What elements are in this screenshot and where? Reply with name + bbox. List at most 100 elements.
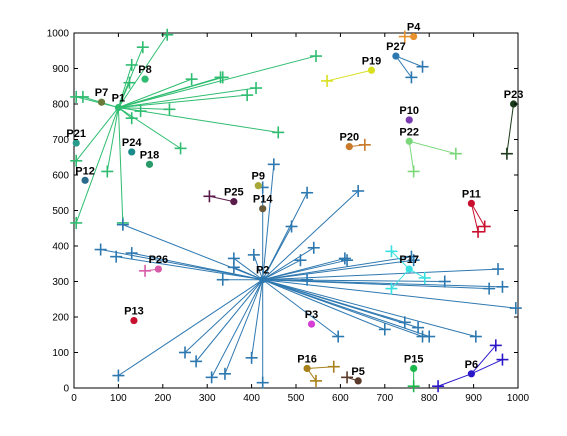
connection-line	[471, 345, 497, 375]
point-p22	[405, 137, 413, 145]
target-plus-marker	[94, 243, 107, 256]
point-labels: P1 P2 P3 P4 P5 P6 P7 P8 P9 P10 P11 P12 P13 P14 P15 P16 P…	[66, 22, 523, 378]
point-p17	[405, 265, 413, 273]
connection-line	[117, 82, 130, 108]
target-plus-marker	[358, 138, 371, 151]
label-p9: P9	[252, 171, 265, 183]
target-plus-marker	[205, 371, 218, 384]
target-plus-marker	[332, 330, 345, 343]
x-tick-label: 300	[199, 393, 216, 404]
connection-line	[262, 259, 301, 281]
target-plus-marker	[483, 282, 496, 295]
point-p6	[467, 370, 475, 378]
point-p10	[405, 116, 413, 124]
label-p4: P4	[407, 22, 421, 34]
label-p27: P27	[386, 41, 406, 53]
target-plus-marker	[125, 58, 138, 71]
target-plus-marker	[472, 225, 485, 238]
label-p24: P24	[122, 137, 142, 149]
label-p23: P23	[504, 89, 524, 101]
target-plus-marker	[509, 302, 522, 315]
target-plus-marker	[407, 254, 420, 267]
x-tick-label: 800	[421, 393, 438, 404]
point-p16	[303, 364, 311, 373]
x-tick-label: 500	[288, 393, 305, 404]
connection-line	[211, 279, 264, 378]
target-plus-marker	[307, 241, 320, 254]
target-plus-marker	[134, 105, 147, 118]
target-plus-marker	[294, 254, 307, 267]
y-tick-label: 0	[63, 384, 69, 395]
connection-line	[506, 103, 515, 154]
y-tick-label: 600	[52, 171, 69, 182]
connection-line	[395, 55, 412, 78]
point-p2	[259, 276, 267, 284]
point-p15	[410, 364, 418, 373]
connection-line	[251, 279, 264, 358]
connection-line	[195, 279, 264, 362]
connection-line	[117, 107, 124, 223]
target-markers	[70, 28, 522, 393]
x-tick-label: 0	[71, 393, 77, 404]
label-p21: P21	[66, 128, 86, 140]
connection-line	[262, 256, 412, 281]
label-p8: P8	[138, 64, 151, 76]
target-plus-marker	[267, 158, 280, 171]
connection-line	[184, 279, 264, 353]
label-p25: P25	[224, 187, 244, 199]
target-plus-marker	[101, 165, 114, 178]
connection-line	[470, 203, 479, 232]
target-plus-marker	[385, 245, 398, 258]
target-plus-marker	[496, 280, 509, 293]
connection-line	[262, 259, 414, 281]
target-plus-marker	[407, 165, 420, 178]
target-plus-marker	[110, 250, 123, 263]
target-plus-marker	[125, 247, 138, 260]
y-tick-label: 700	[52, 135, 69, 146]
point-p11	[467, 199, 475, 207]
y-tick-label: 200	[52, 313, 69, 324]
label-p19: P19	[362, 55, 382, 67]
label-p16: P16	[297, 353, 317, 365]
target-plus-marker	[301, 186, 314, 199]
target-plus-marker	[416, 60, 429, 73]
point-p12	[81, 176, 89, 184]
connection-line	[262, 279, 476, 338]
y-tick-label: 400	[52, 242, 69, 253]
connection-line	[262, 257, 345, 281]
connection-line	[326, 69, 372, 82]
label-p10: P10	[399, 105, 419, 117]
connection-line	[262, 190, 359, 281]
target-plus-marker	[378, 323, 391, 336]
point-p20	[345, 143, 353, 151]
target-plus-marker	[449, 147, 462, 160]
label-p15: P15	[404, 353, 424, 365]
connection-line	[233, 266, 263, 281]
connection-line	[118, 87, 257, 109]
connection-line	[117, 34, 168, 108]
point-p3	[307, 320, 316, 328]
connection-line	[253, 254, 264, 280]
point-p9	[254, 182, 262, 190]
label-p2: P2	[256, 265, 269, 277]
connection-line	[75, 107, 119, 224]
x-tick-label: 200	[154, 393, 171, 404]
y-tick-label: 900	[52, 64, 69, 75]
label-p3: P3	[305, 309, 318, 321]
y-tick-label: 500	[52, 206, 69, 217]
target-plus-marker	[285, 220, 298, 233]
label-p5: P5	[351, 366, 364, 378]
target-plus-marker	[70, 90, 83, 103]
target-plus-marker	[492, 263, 505, 276]
target-plus-marker	[418, 271, 431, 284]
label-p13: P13	[124, 306, 144, 318]
target-plus-marker	[139, 264, 152, 277]
target-plus-marker	[423, 330, 436, 343]
label-p12: P12	[75, 165, 95, 177]
connection-line	[262, 164, 275, 280]
target-plus-marker	[203, 190, 216, 203]
target-plus-marker	[216, 71, 229, 84]
connection-line	[262, 279, 339, 337]
target-plus-marker	[123, 76, 136, 89]
